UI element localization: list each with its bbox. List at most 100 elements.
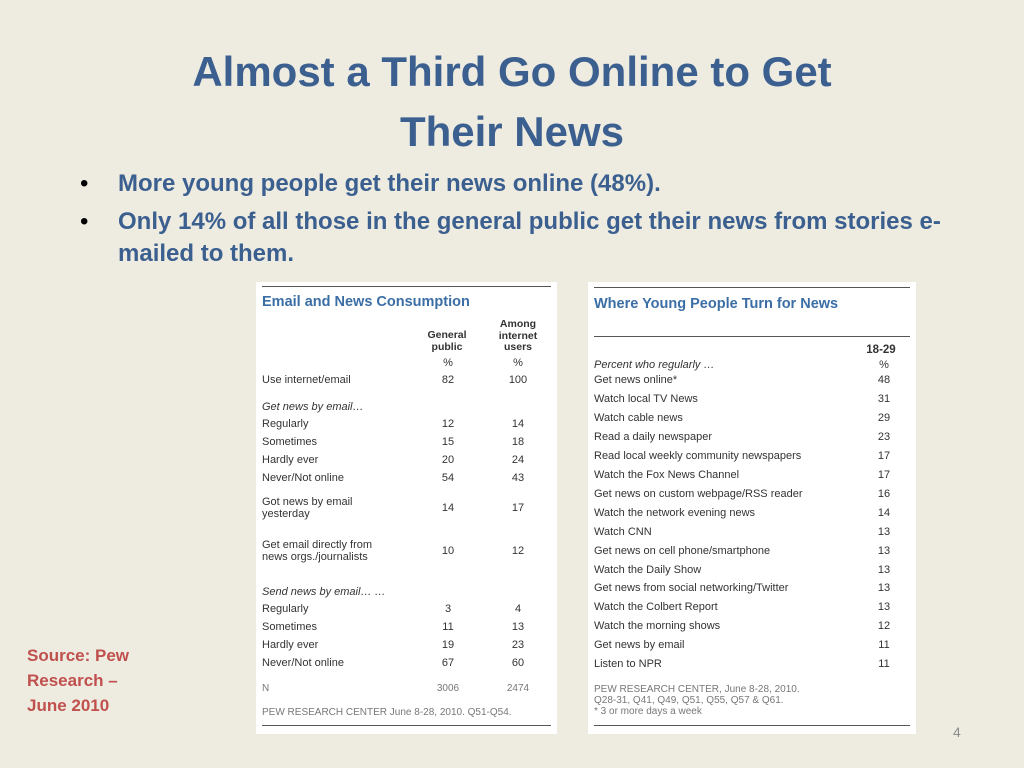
age-18-29-value: 11 xyxy=(878,658,890,671)
general-public-value: 15 xyxy=(441,436,455,448)
col-header-internet-users: Among internet users xyxy=(498,318,538,353)
table-footnote: PEW RESEARCH CENTER June 8-28, 2010. Q51… xyxy=(262,707,512,718)
young-people-table: Where Young People Turn for News 18-29 %… xyxy=(588,282,916,734)
age-18-29-value: 13 xyxy=(877,563,891,576)
bullet-text: More young people get their news online … xyxy=(118,170,661,197)
age-18-29-value: 23 xyxy=(877,430,891,443)
row-label: Read a daily newspaper xyxy=(594,430,713,443)
row-label: Get news by email xyxy=(594,639,685,652)
age-18-29-value: 17 xyxy=(877,449,891,462)
row-label: Read local weekly community newspapers xyxy=(594,449,802,462)
internet-users-value: 18 xyxy=(511,436,525,448)
row-label: Watch the Colbert Report xyxy=(594,601,718,614)
email-news-table: Email and News Consumption General publi… xyxy=(256,282,557,734)
row-label: Get news on custom webpage/RSS reader xyxy=(594,487,803,500)
row-label: Watch the Daily Show xyxy=(594,563,702,576)
general-public-value: 11 xyxy=(442,621,454,633)
slide-title-line-1: Almost a Third Go Online to Get xyxy=(192,48,832,95)
internet-users-value: 13 xyxy=(511,621,525,633)
row-label: Get news by email… xyxy=(262,401,364,413)
row-label: Never/Not online xyxy=(262,657,344,669)
row-label: Regularly xyxy=(262,418,309,430)
row-label: Listen to NPR xyxy=(594,658,662,671)
row-label: Watch cable news xyxy=(594,411,683,424)
table-top-rule xyxy=(594,287,910,288)
table-bottom-rule xyxy=(594,725,910,726)
age-18-29-value: 13 xyxy=(877,582,891,595)
row-label: Got news by email yesterday xyxy=(262,496,353,520)
col-header-18-29: 18-29 xyxy=(866,344,896,356)
general-public-value: 3006 xyxy=(436,683,460,694)
unit-label: % xyxy=(879,359,889,371)
age-18-29-value: 48 xyxy=(877,374,891,386)
age-18-29-value: 31 xyxy=(877,392,891,405)
internet-users-value: 43 xyxy=(511,472,525,484)
internet-users-value: 23 xyxy=(511,639,525,651)
internet-users-value: 14 xyxy=(511,418,525,430)
row-label: N xyxy=(262,683,270,694)
age-18-29-value: 16 xyxy=(877,487,891,500)
general-public-value: 3 xyxy=(444,603,452,615)
general-public-value: 67 xyxy=(441,657,455,669)
row-label: Watch the Fox News Channel xyxy=(594,468,740,481)
age-18-29-value: 13 xyxy=(877,544,891,557)
age-18-29-value: 13 xyxy=(877,525,891,538)
unit-label: % xyxy=(443,357,453,369)
general-public-value: 54 xyxy=(441,472,455,484)
age-18-29-value: 29 xyxy=(877,411,891,424)
row-label: Never/Not online xyxy=(262,472,344,484)
bullet-dot-icon: • xyxy=(80,170,89,197)
table-header-rule xyxy=(594,336,910,337)
bullet-dot-icon: • xyxy=(80,208,89,235)
row-label: Watch CNN xyxy=(594,525,652,538)
general-public-value: 19 xyxy=(441,639,455,651)
bullet-item: • Only 14% of all those in the general pu… xyxy=(80,206,960,270)
bullet-text: Only 14% of all those in the general pub… xyxy=(118,208,941,267)
row-label: Hardly ever xyxy=(262,639,319,651)
row-label: Watch local TV News xyxy=(594,392,698,405)
row-label: Get news on cell phone/smartphone xyxy=(594,544,771,557)
source-note: Source: Pew Research – June 2010 xyxy=(27,646,130,715)
slide-title: Almost a Third Go Online to Get Their Ne… xyxy=(0,42,1024,162)
general-public-value: 12 xyxy=(441,418,455,430)
age-18-29-value: 11 xyxy=(878,639,890,652)
age-18-29-value: 14 xyxy=(877,506,891,519)
table-footnote-line: Q28-31, Q41, Q49, Q51, Q55, Q57 & Q61. xyxy=(594,695,784,706)
table-top-rule xyxy=(262,286,551,287)
row-label: Hardly ever xyxy=(262,454,319,466)
internet-users-value: 60 xyxy=(511,657,525,669)
table-footnote-line: * 3 or more days a week xyxy=(594,706,702,717)
row-label: Send news by email… … xyxy=(262,586,386,598)
general-public-value: 82 xyxy=(441,374,455,386)
internet-users-value: 17 xyxy=(511,502,525,514)
internet-users-value: 12 xyxy=(511,545,525,557)
row-label: Regularly xyxy=(262,603,309,615)
row-label: Sometimes xyxy=(262,436,318,448)
row-label: Get news online* xyxy=(594,374,678,386)
slide-title-line-2: Their News xyxy=(399,108,625,155)
general-public-value: 20 xyxy=(441,454,455,466)
general-public-value: 10 xyxy=(441,545,455,557)
internet-users-value: 4 xyxy=(514,603,522,615)
page-number: 4 xyxy=(953,724,961,740)
bullet-item: • More young people get their news online… xyxy=(80,168,960,200)
table-title: Where Young People Turn for News xyxy=(594,296,839,312)
table-footnote-line: PEW RESEARCH CENTER, June 8-28, 2010. xyxy=(594,684,800,695)
row-label: Get news from social networking/Twitter xyxy=(594,582,789,595)
internet-users-value: 24 xyxy=(511,454,525,466)
table-bottom-rule xyxy=(262,725,551,726)
table-intro: Percent who regularly … xyxy=(594,359,715,371)
row-label: Sometimes xyxy=(262,621,318,633)
general-public-value: 14 xyxy=(441,502,455,514)
unit-label: % xyxy=(513,357,523,369)
age-18-29-value: 17 xyxy=(877,468,891,481)
row-label: Use internet/email xyxy=(262,374,351,386)
internet-users-value: 100 xyxy=(508,374,528,386)
age-18-29-value: 13 xyxy=(877,601,891,614)
table-title: Email and News Consumption xyxy=(262,294,470,310)
internet-users-value: 2474 xyxy=(506,683,530,694)
col-header-general-public: General public xyxy=(427,329,467,353)
bullet-list: • More young people get their news online… xyxy=(80,168,960,276)
row-label: Watch the morning shows xyxy=(594,620,721,633)
age-18-29-value: 12 xyxy=(877,620,891,633)
